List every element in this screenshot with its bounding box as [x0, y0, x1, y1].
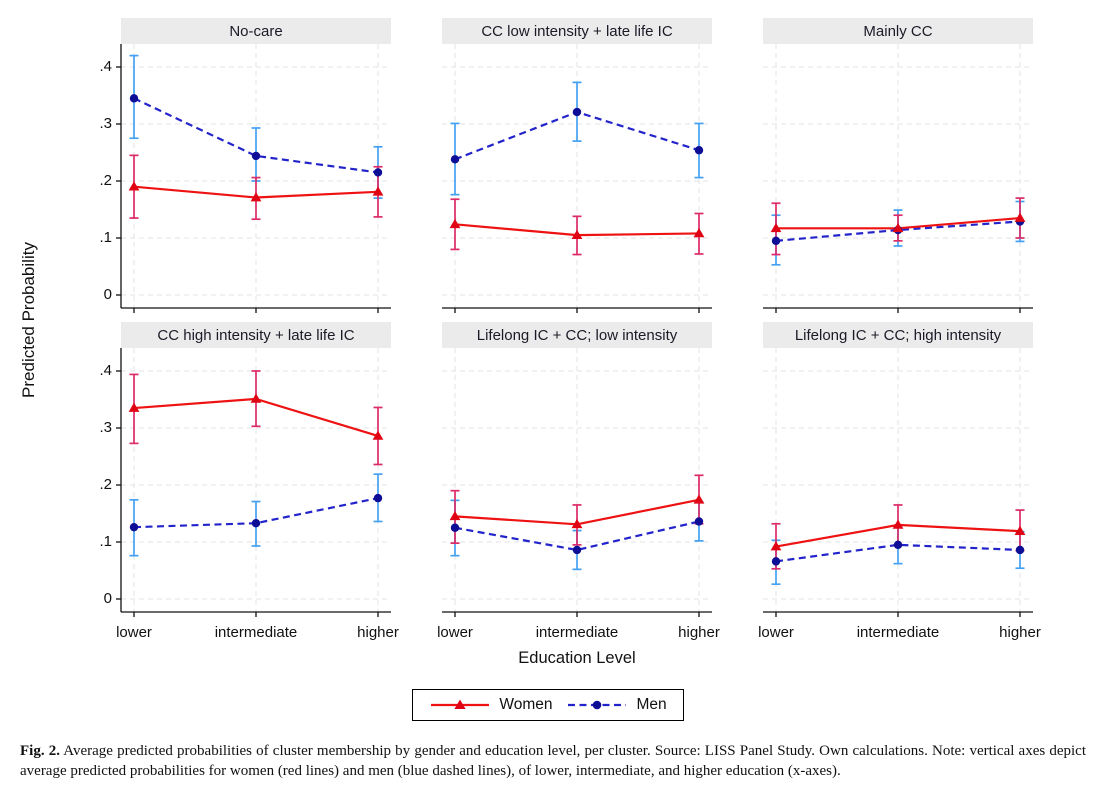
legend-item-men: Men	[566, 696, 667, 714]
panel-plot-cc-low-late-ic	[442, 44, 712, 313]
x-tick-label-intermediate: intermediate	[214, 624, 298, 641]
panel-plot-lifelong-high	[763, 348, 1033, 617]
y-tick-label-row2: .3	[99, 419, 112, 436]
legend-item-women: Women	[429, 696, 552, 714]
x-axis-title: Education Level	[518, 649, 636, 667]
panel-plot-mainly-cc	[763, 44, 1033, 313]
legend-label-women: Women	[499, 696, 553, 713]
panel-title-lifelong-high: Lifelong IC + CC; high intensity	[763, 322, 1033, 348]
x-tick-label-intermediate: intermediate	[856, 624, 940, 641]
x-tick-label-higher: higher	[999, 624, 1041, 641]
women-line-sample-icon	[431, 699, 490, 709]
x-tick-label-higher: higher	[357, 624, 399, 641]
panel-plot-cc-high-late-ic	[116, 348, 391, 617]
y-tick-label-row1: .1	[99, 229, 112, 246]
x-tick-label-lower: lower	[758, 624, 794, 641]
y-tick-label-row1: .2	[99, 172, 112, 189]
y-axis-title: Predicted Probability	[19, 242, 38, 398]
panel-title-no-care: No-care	[121, 18, 391, 44]
x-tick-label-intermediate: intermediate	[535, 624, 619, 641]
legend-label-men: Men	[636, 696, 667, 713]
panel-plot-lifelong-low	[442, 348, 712, 617]
panel-title-mainly-cc: Mainly CC	[763, 18, 1033, 44]
x-tick-label-lower: lower	[437, 624, 473, 641]
panel-title-cc-low-late-ic: CC low intensity + late life IC	[442, 18, 712, 44]
y-tick-label-row1: 0	[103, 286, 112, 303]
y-tick-label-row1: .3	[99, 115, 112, 132]
panel-title-cc-high-late-ic: CC high intensity + late life IC	[121, 322, 391, 348]
caption-label: Fig. 2.	[20, 743, 60, 759]
x-tick-label-higher: higher	[678, 624, 720, 641]
figure-caption: Fig. 2. Average predicted probabilities …	[20, 741, 1086, 782]
panel-title-lifelong-low: Lifelong IC + CC; low intensity	[442, 322, 712, 348]
y-tick-label-row2: .1	[99, 533, 112, 550]
y-tick-label-row1: .4	[99, 58, 112, 75]
caption-text: Average predicted probabilities of clust…	[20, 743, 1086, 780]
y-tick-label-row2: .2	[99, 476, 112, 493]
men-line-sample-icon	[568, 700, 627, 710]
panel-plot-no-care	[116, 44, 391, 313]
legend: Women Men	[412, 689, 684, 721]
y-tick-label-row2: 0	[103, 590, 112, 607]
y-tick-label-row2: .4	[99, 362, 112, 379]
x-tick-label-lower: lower	[116, 624, 152, 641]
